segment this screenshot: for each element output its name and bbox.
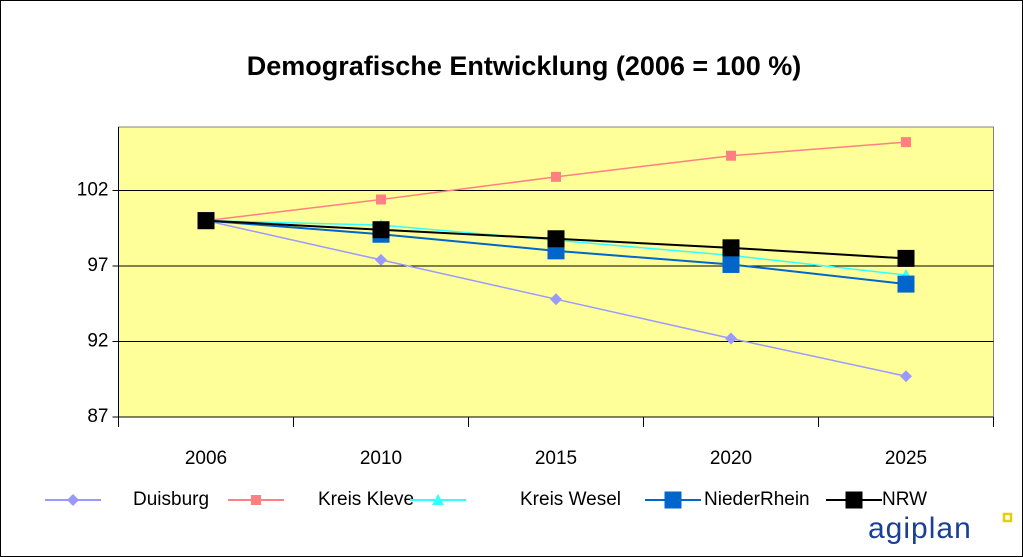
data-point	[900, 370, 912, 383]
data-point	[551, 171, 561, 182]
chart-title: Demografische Entwicklung (2006 = 100 %)	[247, 51, 801, 81]
legend-label: Kreis Kleve	[318, 489, 414, 510]
data-point	[901, 137, 911, 148]
y-tick-label: 87	[87, 406, 108, 427]
x-tick-label: 2006	[185, 448, 227, 469]
legend-marker	[845, 491, 863, 509]
data-point	[722, 255, 740, 273]
legend-label: Kreis Wesel	[520, 489, 621, 510]
data-point	[372, 221, 390, 239]
legend-marker	[67, 494, 79, 506]
y-tick-label: 97	[87, 255, 108, 276]
y-tick-label: 92	[87, 330, 108, 351]
data-point	[722, 239, 740, 257]
data-point	[375, 253, 387, 266]
legend-marker	[432, 494, 444, 505]
data-point	[725, 332, 737, 345]
x-tick-label: 2015	[535, 448, 577, 469]
legend-label: Duisburg	[133, 489, 209, 510]
logo: agiplan	[868, 512, 972, 545]
y-tick-label: 102	[77, 179, 109, 200]
x-tick-label: 2025	[885, 448, 927, 469]
legend-marker	[664, 491, 682, 509]
legend-label: NiederRhein	[704, 489, 810, 510]
data-point	[376, 194, 386, 205]
data-point	[550, 293, 562, 306]
logo-square	[1002, 512, 1013, 523]
x-tick-label: 2010	[360, 448, 402, 469]
data-point	[897, 275, 915, 293]
plot-area	[118, 126, 994, 418]
x-tick-label: 2020	[710, 448, 752, 469]
data-point	[547, 230, 565, 248]
data-point	[897, 249, 915, 267]
data-point	[726, 150, 736, 161]
legend-marker	[251, 495, 261, 505]
data-point	[197, 212, 215, 230]
legend-label: NRW	[882, 489, 927, 510]
